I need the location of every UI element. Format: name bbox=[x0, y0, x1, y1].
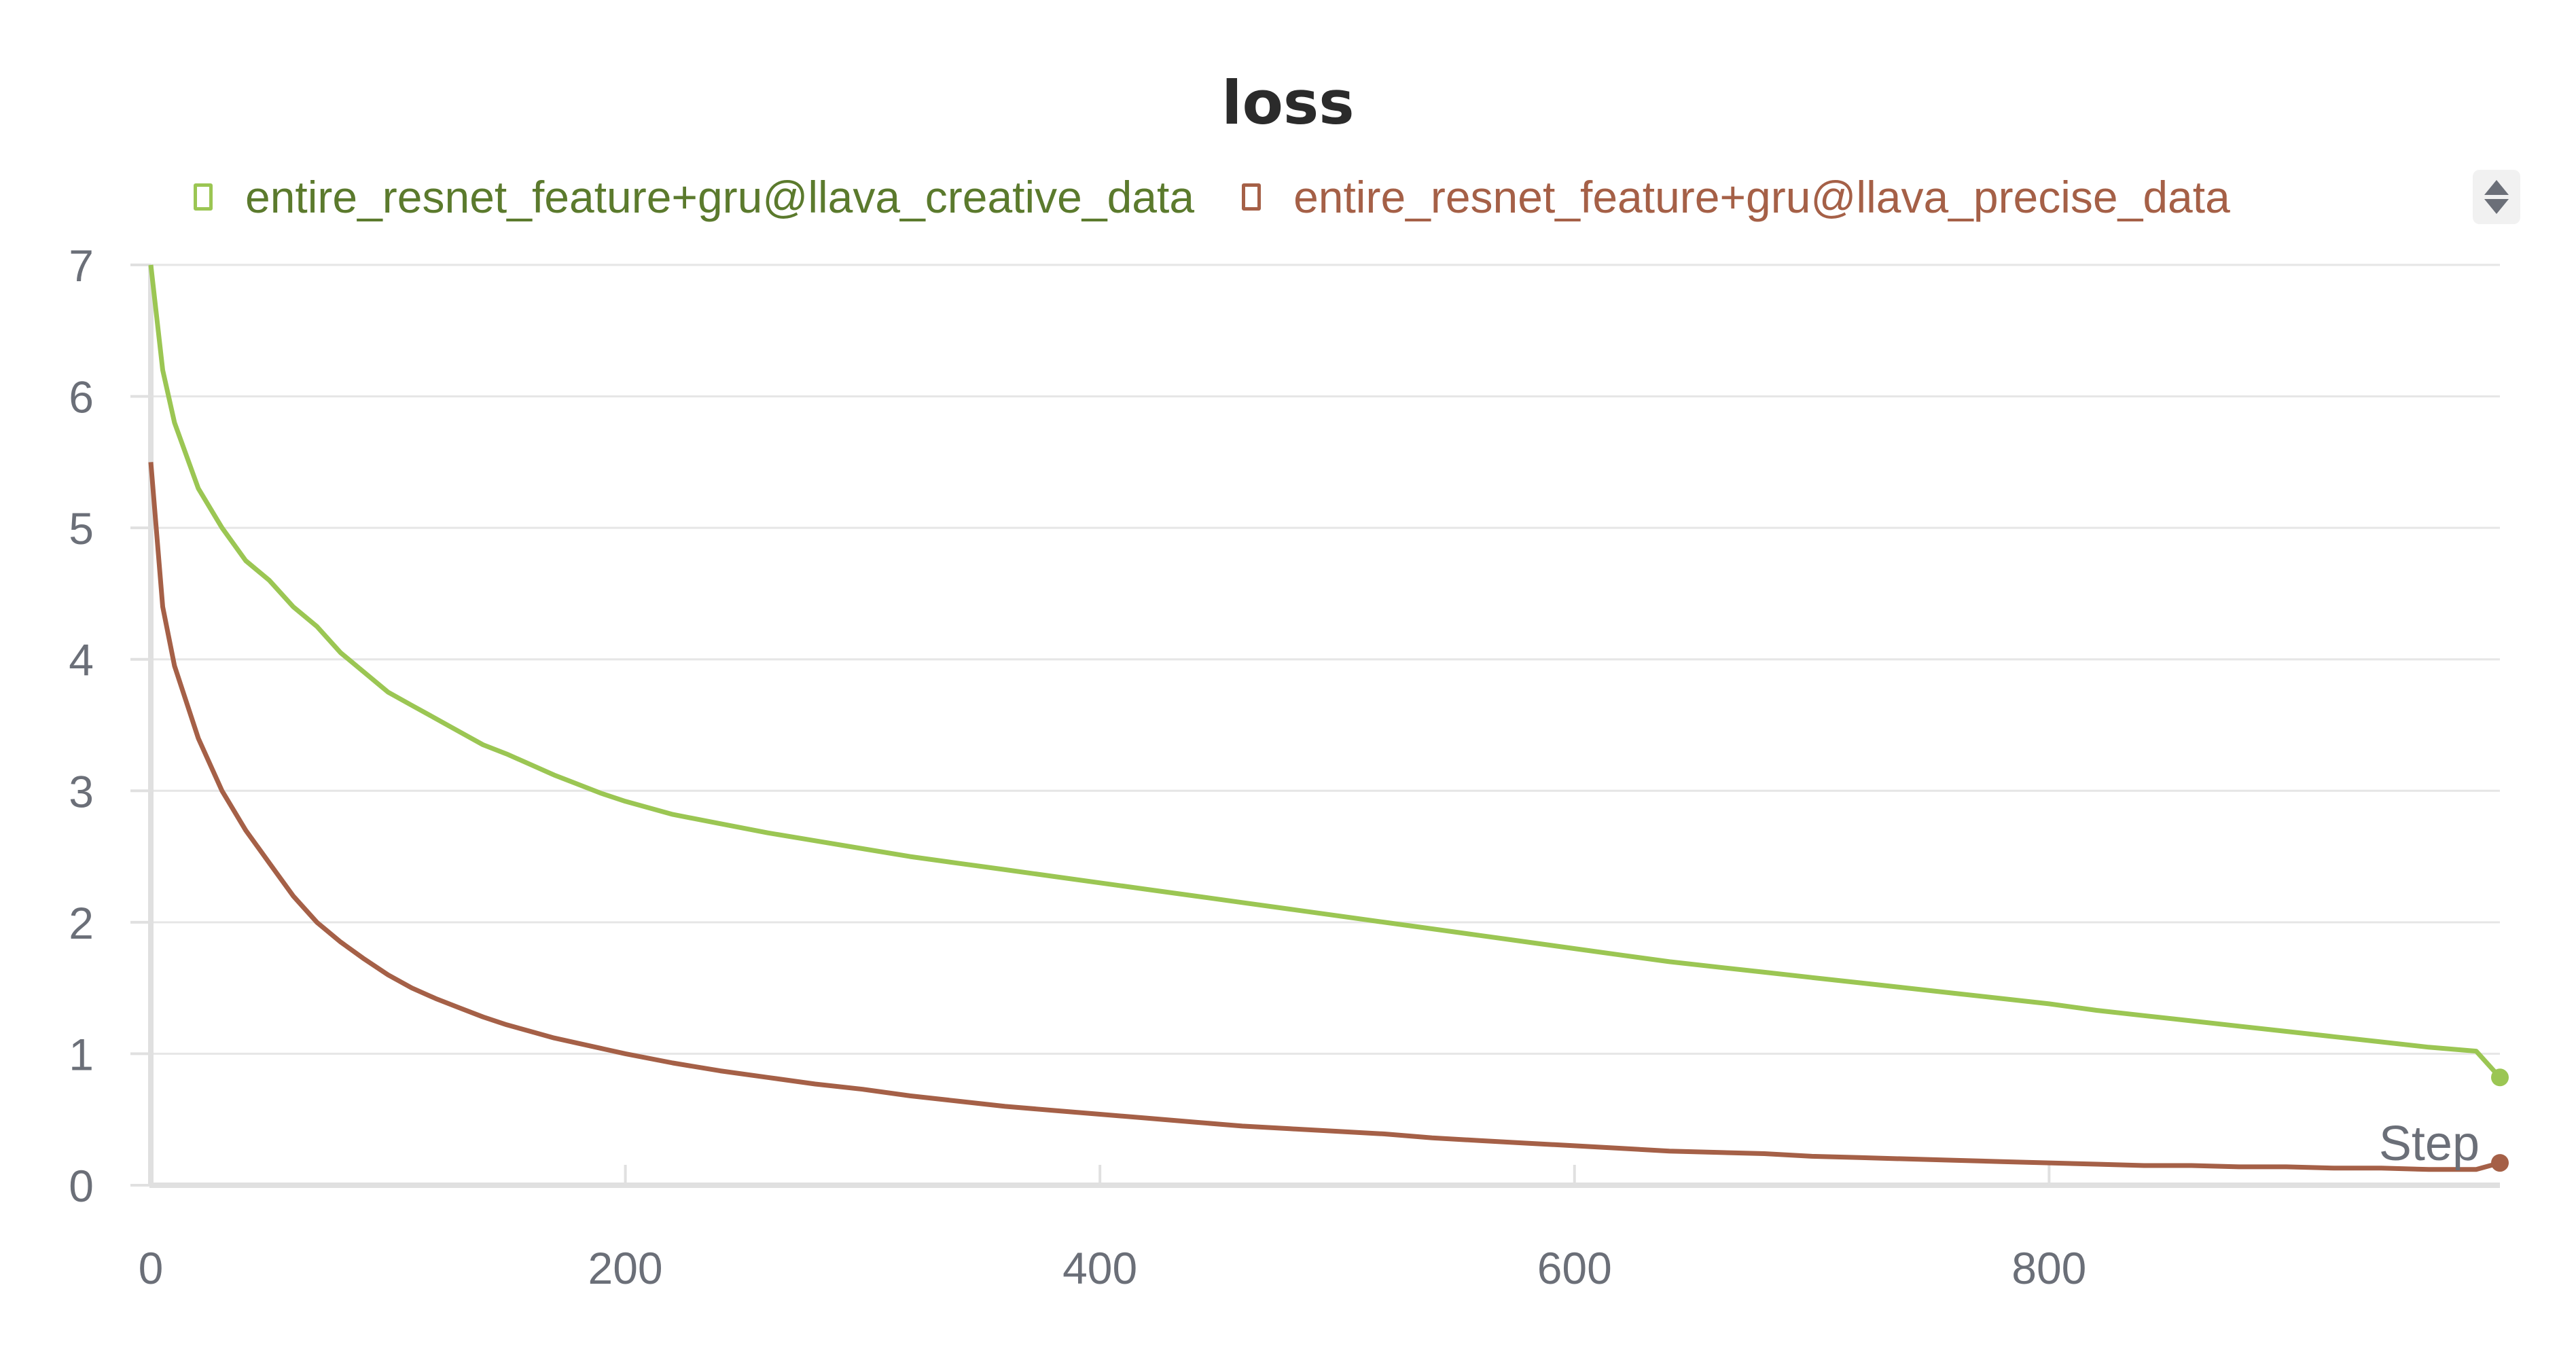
x-tick-label: 0 bbox=[139, 1243, 164, 1293]
legend-item-precise[interactable]: entire_resnet_feature+gru@llava_precise_… bbox=[1242, 171, 2230, 223]
x-tick-label: 800 bbox=[2011, 1243, 2086, 1293]
series-lines bbox=[148, 264, 2509, 1172]
chart-legend: entire_resnet_feature+gru@llava_creative… bbox=[194, 170, 2278, 224]
y-tick-label: 1 bbox=[69, 1029, 94, 1079]
tick-labels: 0 1 2 3 4 5 6 7 0 200 400 600 800 Step bbox=[69, 240, 2480, 1293]
y-tick-label: 3 bbox=[69, 766, 94, 816]
grid-lines bbox=[151, 264, 2500, 1187]
y-tick-label: 5 bbox=[69, 503, 94, 554]
y-tick-label: 6 bbox=[69, 372, 94, 422]
y-tick-label: 2 bbox=[69, 898, 94, 948]
legend-scroll-button[interactable] bbox=[2473, 170, 2520, 224]
legend-item-creative[interactable]: entire_resnet_feature+gru@llava_creative… bbox=[194, 171, 1194, 223]
legend-swatch-precise bbox=[1242, 183, 1262, 211]
legend-label-precise: entire_resnet_feature+gru@llava_precise_… bbox=[1293, 172, 2230, 222]
x-tick-label: 400 bbox=[1062, 1243, 1137, 1293]
series-line-1 bbox=[148, 462, 2501, 1172]
series-line-0 bbox=[148, 264, 2502, 1079]
legend-label-creative: entire_resnet_feature+gru@llava_creative… bbox=[245, 172, 1195, 222]
x-axis-label: Step bbox=[2379, 1117, 2480, 1171]
chart-title: loss bbox=[1221, 68, 1355, 138]
scroll-down-icon bbox=[2484, 199, 2509, 214]
y-tick-label: 4 bbox=[69, 635, 94, 685]
axes bbox=[130, 264, 2500, 1188]
x-tick-label: 200 bbox=[588, 1243, 663, 1293]
series-end-point bbox=[2491, 1068, 2509, 1087]
y-tick-label: 0 bbox=[69, 1161, 94, 1211]
y-tick-label: 7 bbox=[69, 240, 94, 291]
legend-swatch-creative bbox=[194, 183, 213, 211]
series-end-point bbox=[2491, 1154, 2509, 1172]
scroll-up-icon bbox=[2484, 180, 2509, 195]
x-tick-label: 600 bbox=[1537, 1243, 1612, 1293]
